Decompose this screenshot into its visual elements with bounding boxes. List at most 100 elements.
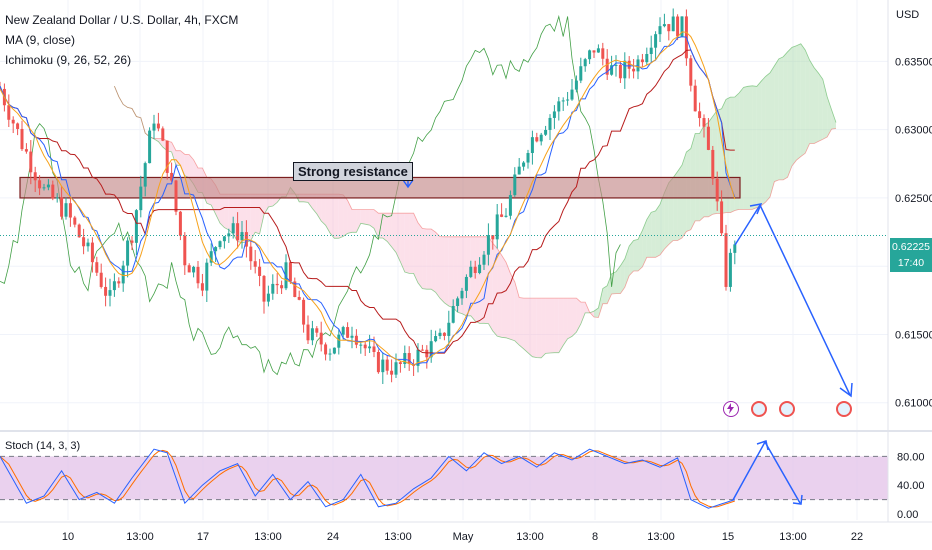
- candle-body[interactable]: [482, 254, 486, 265]
- candle-body[interactable]: [579, 66, 583, 81]
- candle-body[interactable]: [420, 349, 424, 351]
- candle-body[interactable]: [297, 296, 301, 300]
- candle-body[interactable]: [86, 242, 90, 247]
- candle-body[interactable]: [55, 197, 59, 199]
- candle-body[interactable]: [557, 101, 561, 112]
- candle-body[interactable]: [517, 166, 521, 175]
- candle-body[interactable]: [610, 65, 614, 75]
- candle-body[interactable]: [306, 324, 310, 341]
- candle-body[interactable]: [205, 262, 209, 291]
- resistance-annotation[interactable]: Strong resistance: [293, 162, 413, 181]
- candle-body[interactable]: [618, 64, 622, 79]
- candle-body[interactable]: [539, 134, 543, 142]
- candle-body[interactable]: [280, 285, 284, 289]
- candle-body[interactable]: [464, 276, 468, 291]
- candle-body[interactable]: [236, 223, 240, 241]
- candle-body[interactable]: [302, 299, 306, 325]
- candle-body[interactable]: [416, 349, 420, 366]
- candle-body[interactable]: [187, 265, 191, 273]
- candle-body[interactable]: [200, 283, 204, 291]
- candle-body[interactable]: [478, 264, 482, 274]
- candle-body[interactable]: [77, 224, 81, 238]
- candle-body[interactable]: [574, 80, 578, 90]
- candle-body[interactable]: [324, 344, 328, 355]
- ma-legend[interactable]: MA (9, close): [5, 33, 76, 47]
- candle-body[interactable]: [90, 242, 94, 263]
- candle-body[interactable]: [460, 290, 464, 299]
- candle-body[interactable]: [689, 58, 693, 86]
- candle-body[interactable]: [104, 286, 108, 296]
- candle-body[interactable]: [99, 272, 103, 287]
- candle-body[interactable]: [130, 240, 134, 243]
- candle-body[interactable]: [112, 281, 116, 291]
- candle-body[interactable]: [676, 16, 680, 37]
- candle-body[interactable]: [315, 328, 319, 333]
- candle-body[interactable]: [715, 178, 719, 202]
- candle-body[interactable]: [447, 322, 451, 336]
- candle-body[interactable]: [183, 235, 187, 266]
- candle-body[interactable]: [658, 26, 662, 35]
- candle-body[interactable]: [24, 149, 28, 152]
- candle-body[interactable]: [588, 50, 592, 60]
- candle-body[interactable]: [227, 233, 231, 237]
- candle-body[interactable]: [359, 344, 363, 346]
- candle-body[interactable]: [152, 123, 156, 131]
- candle-body[interactable]: [548, 117, 552, 130]
- candle-body[interactable]: [73, 217, 77, 225]
- candle-body[interactable]: [121, 265, 125, 284]
- candle-body[interactable]: [174, 180, 178, 212]
- candle-body[interactable]: [407, 353, 411, 364]
- candle-body[interactable]: [398, 362, 402, 364]
- candle-body[interactable]: [583, 59, 587, 67]
- candle-body[interactable]: [108, 290, 112, 296]
- candle-body[interactable]: [354, 335, 358, 345]
- candle-body[interactable]: [332, 347, 336, 354]
- candle-body[interactable]: [733, 244, 737, 253]
- candle-body[interactable]: [161, 128, 165, 141]
- stoch-legend[interactable]: Stoch (14, 3, 3): [5, 440, 81, 452]
- candle-body[interactable]: [724, 233, 728, 287]
- candle-body[interactable]: [513, 174, 517, 196]
- candle-body[interactable]: [271, 283, 275, 294]
- candle-body[interactable]: [258, 266, 262, 276]
- candle-body[interactable]: [385, 359, 389, 371]
- candle-body[interactable]: [442, 332, 446, 336]
- candle-body[interactable]: [337, 334, 341, 348]
- candle-body[interactable]: [231, 223, 235, 234]
- candle-body[interactable]: [249, 246, 253, 262]
- ichimoku-legend[interactable]: Ichimoku (9, 26, 52, 26): [5, 53, 132, 67]
- candle-body[interactable]: [16, 123, 20, 129]
- candle-body[interactable]: [148, 130, 152, 164]
- candle-body[interactable]: [134, 210, 138, 243]
- candle-body[interactable]: [319, 332, 323, 345]
- candle-body[interactable]: [11, 119, 15, 124]
- us-flag-event-icon[interactable]: [751, 401, 767, 417]
- symbol-title[interactable]: New Zealand Dollar / U.S. Dollar, 4h, FX…: [5, 13, 239, 27]
- candle-body[interactable]: [640, 59, 644, 63]
- candle-body[interactable]: [623, 60, 627, 79]
- candle-body[interactable]: [372, 346, 376, 353]
- candle-body[interactable]: [38, 180, 42, 189]
- candle-body[interactable]: [438, 332, 442, 337]
- candle-body[interactable]: [667, 24, 671, 32]
- candle-body[interactable]: [390, 370, 394, 375]
- candle-body[interactable]: [601, 48, 605, 59]
- candle-body[interactable]: [720, 201, 724, 234]
- candle-body[interactable]: [139, 186, 143, 211]
- candle-body[interactable]: [46, 184, 50, 188]
- candle-body[interactable]: [60, 197, 64, 217]
- candle-body[interactable]: [288, 262, 292, 282]
- candle-body[interactable]: [20, 128, 24, 150]
- candle-body[interactable]: [196, 266, 200, 284]
- candle-body[interactable]: [456, 298, 460, 307]
- candle-body[interactable]: [728, 252, 732, 287]
- candle-body[interactable]: [95, 262, 99, 273]
- lightning-event-icon[interactable]: [723, 401, 739, 417]
- candle-body[interactable]: [434, 336, 438, 342]
- candle-body[interactable]: [341, 327, 345, 335]
- candle-body[interactable]: [293, 281, 297, 297]
- candle-body[interactable]: [486, 235, 490, 255]
- candle-body[interactable]: [662, 24, 666, 27]
- candle-body[interactable]: [645, 53, 649, 63]
- candle-body[interactable]: [82, 237, 86, 247]
